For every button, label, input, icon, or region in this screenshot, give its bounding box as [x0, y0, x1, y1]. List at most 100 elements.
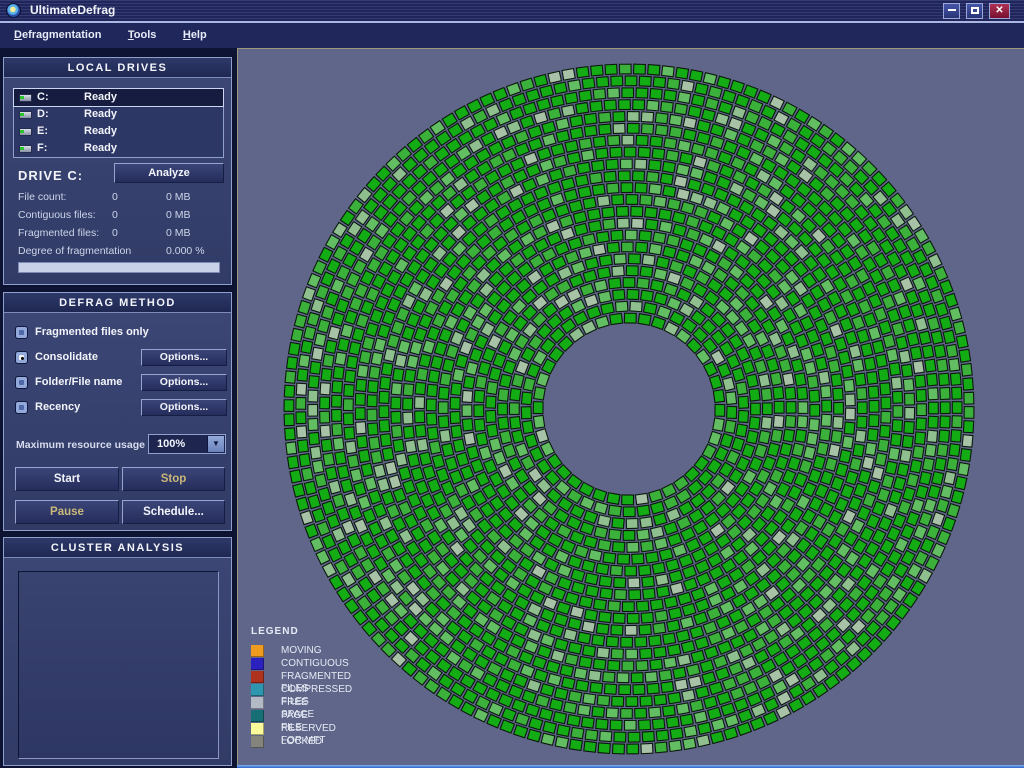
- disk-map[interactable]: [238, 49, 1024, 766]
- legend-item-moving: MOVING: [251, 645, 322, 658]
- legend-label: MOVING: [281, 645, 322, 656]
- analyze-button[interactable]: Analyze: [114, 163, 224, 183]
- stat-label: Fragmented files:: [18, 227, 100, 239]
- drive-status: Ready: [84, 142, 118, 154]
- moving-swatch: [251, 645, 264, 657]
- stat-label: File count:: [18, 191, 67, 203]
- drive-icon: [19, 111, 32, 119]
- stop-button[interactable]: Stop: [122, 467, 225, 491]
- drive-row-c[interactable]: C: Ready: [13, 88, 224, 107]
- drive-letter: E:: [37, 125, 48, 137]
- resource-usage-dropdown[interactable]: 100% ▼: [148, 434, 226, 454]
- stat-count: 0: [112, 227, 118, 239]
- method-consolidate[interactable]: Consolidate Options...: [15, 349, 227, 367]
- stat-file-count: File count: 0 0 MB: [18, 191, 223, 209]
- checkbox-folder-file-name[interactable]: [15, 376, 28, 389]
- legend-item-contiguous: CONTIGUOUS: [251, 658, 349, 671]
- legend-item-fragmented-files: FRAGMENTED FILES: [251, 671, 351, 694]
- close-button[interactable]: ✕: [989, 3, 1010, 19]
- drive-status: Ready: [84, 125, 118, 137]
- stat-label: Degree of fragmentation: [18, 245, 132, 257]
- method-label: Fragmented files only: [35, 326, 149, 338]
- stat-value: 0.000 %: [166, 245, 205, 257]
- drive-status: Ready: [84, 108, 118, 120]
- stat-size: 0 MB: [166, 191, 191, 203]
- defrag-method-panel: DEFRAG METHOD Fragmented files only Cons…: [3, 292, 232, 531]
- legend-label: CONTIGUOUS: [281, 658, 349, 669]
- checkbox-fragmented-only[interactable]: [15, 326, 28, 339]
- reserved-mft-swatch: [251, 723, 264, 735]
- method-fragmented-only[interactable]: Fragmented files only: [15, 325, 227, 342]
- cluster-analysis-panel: CLUSTER ANALYSIS: [3, 537, 232, 766]
- checkbox-inner: [19, 405, 24, 410]
- method-label: Consolidate: [35, 351, 98, 363]
- method-label: Folder/File name: [35, 376, 123, 388]
- menu-help[interactable]: Help: [182, 29, 207, 41]
- titlebar-separator: [0, 21, 1024, 23]
- contiguous-swatch: [251, 658, 264, 670]
- app-icon: [6, 3, 21, 18]
- stat-fragmented: Fragmented files: 0 0 MB: [18, 227, 223, 245]
- fragmented-swatch: [251, 671, 264, 683]
- menu-tools[interactable]: Tools: [127, 29, 157, 41]
- legend-item-page-file: PAGE FILE: [251, 710, 308, 733]
- maximize-icon: [970, 7, 979, 14]
- legend: LEGEND MOVING CONTIGUOUS FRAGMENTED FILE…: [251, 626, 352, 749]
- checkbox-consolidate[interactable]: [15, 351, 28, 364]
- chevron-down-icon[interactable]: ▼: [207, 436, 224, 452]
- recency-options-button[interactable]: Options...: [141, 399, 227, 416]
- legend-label: PAGE FILE: [281, 710, 309, 733]
- app-title: UltimateDefrag: [30, 3, 116, 17]
- local-drives-panel: LOCAL DRIVES C: Ready D: Ready E: Ready …: [3, 57, 232, 285]
- folder-file-options-button[interactable]: Options...: [141, 374, 227, 391]
- free-space-swatch: [251, 697, 264, 709]
- page-file-swatch: [251, 710, 264, 722]
- legend-item-reserved-mft: RESERVED FOR MFT: [251, 723, 336, 746]
- method-folder-file-name[interactable]: Folder/File name Options...: [15, 374, 227, 392]
- analysis-progress-bar: [18, 262, 220, 273]
- drive-status: Ready: [84, 91, 118, 103]
- drive-row-f[interactable]: F: Ready: [14, 140, 223, 157]
- resource-usage-value: 100%: [157, 438, 186, 450]
- drive-info-title: DRIVE C:: [18, 168, 84, 183]
- minimize-button[interactable]: [943, 3, 960, 19]
- drive-list: C: Ready D: Ready E: Ready F: Ready: [13, 88, 224, 158]
- legend-label: FREE SPACE: [281, 697, 315, 720]
- disk-view-area: LEGEND MOVING CONTIGUOUS FRAGMENTED FILE…: [237, 48, 1024, 765]
- stat-fragmentation-degree: Degree of fragmentation 0.000 %: [18, 245, 223, 263]
- start-button[interactable]: Start: [15, 467, 119, 491]
- drive-icon: [19, 128, 32, 136]
- method-recency[interactable]: Recency Options...: [15, 399, 227, 417]
- local-drives-header: LOCAL DRIVES: [4, 58, 231, 78]
- stat-count: 0: [112, 209, 118, 221]
- drive-letter: F:: [37, 142, 48, 154]
- method-label: Recency: [35, 401, 81, 413]
- pause-button[interactable]: Pause: [15, 500, 119, 524]
- close-icon: ✕: [995, 5, 1004, 16]
- title-bar: [0, 0, 1024, 21]
- stat-label: Contiguous files:: [18, 209, 96, 221]
- compressed-swatch: [251, 684, 264, 696]
- drive-icon: [19, 94, 32, 102]
- legend-title: LEGEND: [251, 626, 299, 637]
- drive-icon: [19, 145, 32, 153]
- schedule-button[interactable]: Schedule...: [122, 500, 225, 524]
- cluster-analysis-header: CLUSTER ANALYSIS: [4, 538, 231, 558]
- drive-row-d[interactable]: D: Ready: [14, 106, 223, 123]
- legend-label: FRAGMENTED FILES: [281, 671, 351, 694]
- menu-defragmentation[interactable]: Defragmentation: [14, 29, 102, 41]
- maximize-button[interactable]: [966, 3, 983, 19]
- drive-letter: C:: [37, 91, 49, 103]
- drive-row-e[interactable]: E: Ready: [14, 123, 223, 140]
- stat-size: 0 MB: [166, 227, 191, 239]
- menu-bar: Defragmentation Tools Help: [0, 23, 1024, 48]
- checkbox-inner: [19, 355, 24, 360]
- consolidate-options-button[interactable]: Options...: [141, 349, 227, 366]
- stat-size: 0 MB: [166, 209, 191, 221]
- cluster-analysis-box: [18, 571, 219, 759]
- resource-usage-label: Maximum resource usage: [16, 439, 145, 451]
- stat-count: 0: [112, 191, 118, 203]
- legend-label: RESERVED FOR MFT: [281, 723, 336, 746]
- defrag-method-header: DEFRAG METHOD: [4, 293, 231, 313]
- checkbox-recency[interactable]: [15, 401, 28, 414]
